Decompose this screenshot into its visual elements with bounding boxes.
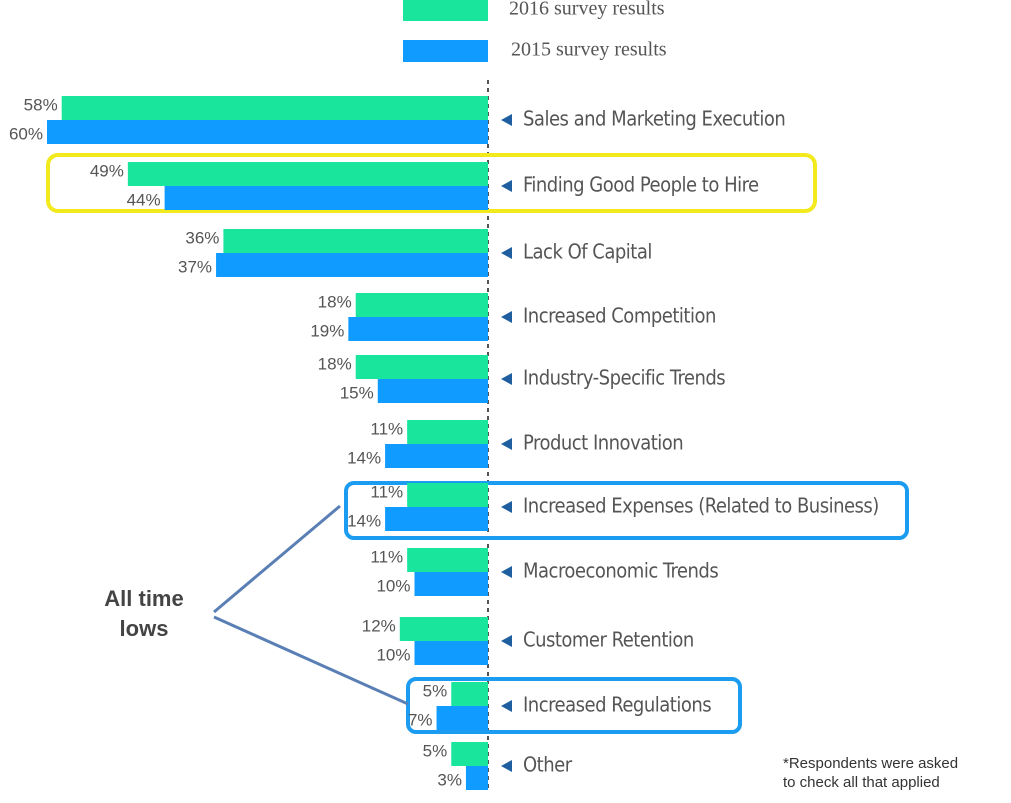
- value-label: 10%: [376, 576, 410, 595]
- value-label: 11%: [370, 547, 403, 566]
- bar: [407, 420, 488, 444]
- bar: [414, 572, 488, 596]
- pointer-arrow: [501, 311, 512, 323]
- legend-swatch: [403, 0, 488, 21]
- value-label: 60%: [9, 124, 43, 143]
- bar: [465, 766, 488, 790]
- value-label: 5%: [423, 681, 448, 700]
- bar: [385, 444, 488, 468]
- value-label: 49%: [90, 161, 124, 180]
- bar: [164, 186, 488, 210]
- bar: [47, 120, 488, 144]
- pointer-arrow: [501, 247, 512, 259]
- value-label: 12%: [362, 616, 396, 635]
- bar: [355, 293, 488, 317]
- value-label: 18%: [318, 354, 352, 373]
- pointer-arrow: [501, 700, 512, 712]
- value-label: 19%: [310, 321, 344, 340]
- callout-line: [213, 615, 409, 706]
- category-label: Increased Expenses (Related to Business): [523, 494, 879, 518]
- value-label: 36%: [185, 228, 219, 247]
- pointer-arrow: [501, 114, 512, 126]
- bar: [377, 379, 488, 403]
- value-label: 5%: [423, 741, 448, 760]
- bar: [348, 317, 488, 341]
- value-label: 10%: [376, 645, 410, 664]
- bar: [414, 641, 488, 665]
- bar: [127, 162, 488, 186]
- legend-label: 2015 survey results: [511, 39, 667, 61]
- bar: [216, 253, 489, 277]
- value-label: 44%: [127, 190, 161, 209]
- legend-swatch: [403, 40, 488, 62]
- callout-line: [213, 504, 341, 614]
- pointer-arrow: [501, 566, 512, 578]
- value-label: 58%: [24, 95, 58, 114]
- value-label: 15%: [340, 383, 374, 402]
- annotation: All time: [104, 586, 183, 611]
- bar: [407, 483, 488, 507]
- value-label: 11%: [370, 482, 403, 501]
- bar: [223, 229, 488, 253]
- bar: [61, 96, 488, 120]
- highlight-box: [406, 677, 742, 734]
- category-label: Industry-Specific Trends: [523, 366, 725, 390]
- value-label: 18%: [318, 292, 352, 311]
- value-label: 7%: [408, 710, 433, 729]
- category-label: Product Innovation: [523, 431, 683, 455]
- category-label: Other: [523, 753, 573, 777]
- category-label: Increased Regulations: [523, 693, 711, 717]
- bar: [355, 355, 488, 379]
- bar: [436, 706, 488, 730]
- pointer-arrow: [501, 760, 512, 772]
- category-label: Macroeconomic Trends: [523, 559, 718, 583]
- category-label: Increased Competition: [523, 304, 716, 328]
- value-label: 14%: [347, 448, 381, 467]
- value-label: 11%: [370, 419, 403, 438]
- highlight-box: [46, 153, 817, 213]
- category-label: Customer Retention: [523, 628, 694, 652]
- footnote: to check all that applied: [783, 774, 940, 791]
- category-label: Lack Of Capital: [523, 240, 652, 264]
- pointer-arrow: [501, 180, 512, 192]
- value-label: 3%: [437, 770, 462, 789]
- value-label: 37%: [178, 257, 212, 276]
- footnote: *Respondents were asked: [783, 755, 958, 772]
- pointer-arrow: [501, 635, 512, 647]
- bar: [385, 507, 488, 531]
- bar: [451, 682, 488, 706]
- value-label: 14%: [347, 511, 381, 530]
- pointer-arrow: [501, 373, 512, 385]
- pointer-arrow: [501, 501, 512, 513]
- bar: [407, 548, 488, 572]
- bar: [399, 617, 488, 641]
- legend-label: 2016 survey results: [509, 0, 665, 20]
- highlight-box: [344, 481, 909, 540]
- annotation: lows: [120, 616, 169, 641]
- category-label: Sales and Marketing Execution: [523, 107, 785, 131]
- pointer-arrow: [501, 438, 512, 450]
- category-label: Finding Good People to Hire: [523, 173, 759, 197]
- bar: [451, 742, 488, 766]
